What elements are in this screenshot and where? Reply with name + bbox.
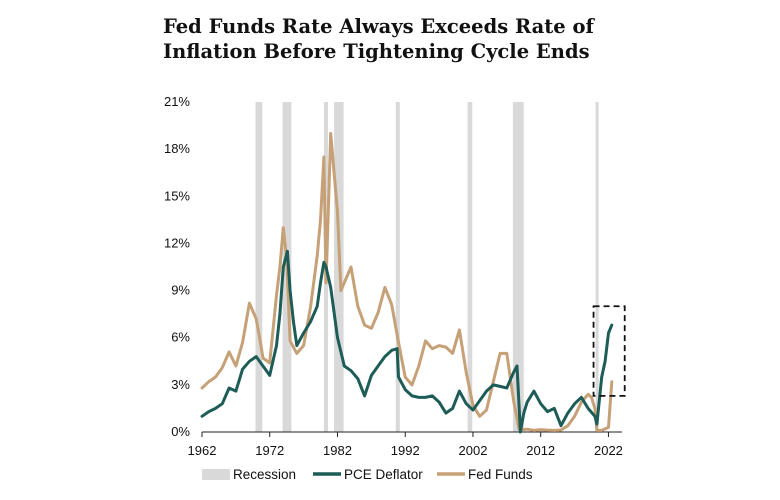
x-tick-label: 1982: [323, 443, 352, 458]
recession-band-5: [467, 102, 473, 432]
chart-title-line-1: Fed Funds Rate Always Exceeds Rate of: [163, 15, 594, 38]
y-tick-label: 15%: [164, 188, 190, 203]
legend-pce-deflator: PCE Deflator: [313, 467, 423, 482]
series-line-pce-deflator: [200, 249, 614, 434]
series-lines: [200, 131, 614, 434]
y-tick-label: 3%: [171, 377, 190, 392]
x-tick-label: 2022: [594, 443, 623, 458]
recession-band-4: [395, 102, 400, 432]
y-tick-label: 21%: [164, 94, 190, 109]
legend-recession-label: Recession: [233, 467, 296, 482]
recession-bands: [255, 102, 599, 432]
y-tick-label: 18%: [164, 141, 190, 156]
y-tick-label: 9%: [171, 283, 190, 298]
chart-title: Fed Funds Rate Always Exceeds Rate of In…: [163, 14, 633, 64]
legend-fed-funds: Fed Funds: [437, 467, 533, 482]
annotations: [592, 305, 626, 397]
y-tick-label: 0%: [171, 424, 190, 439]
x-tick-label: 1962: [188, 443, 217, 458]
legend-fed-funds-label: Fed Funds: [468, 467, 533, 482]
recession-band-0: [255, 102, 263, 432]
y-tick-label: 12%: [164, 235, 190, 250]
x-tick-label: 1992: [391, 443, 420, 458]
x-tick-label: 2002: [459, 443, 488, 458]
axes: 0% 3% 6% 9% 12% 15% 18% 21% 1962 1972 1982 1992 2002…: [164, 94, 623, 458]
chart-title-line-2: Inflation Before Tightening Cycle Ends: [163, 40, 590, 63]
y-tick-label: 6%: [171, 330, 190, 345]
recession-band-6: [512, 102, 524, 432]
x-tick-label: 1972: [255, 443, 284, 458]
legend: Recession PCE Deflator Fed Funds: [202, 467, 533, 482]
x-tick-label: 2012: [526, 443, 555, 458]
legend-pce-deflator-label: PCE Deflator: [344, 467, 423, 482]
series-line-fed-funds: [200, 131, 614, 432]
recession-band-7: [595, 102, 599, 432]
highlight-dashed-box: [592, 305, 626, 397]
legend-recession-swatch: [202, 469, 230, 480]
legend-recession: Recession: [202, 467, 296, 482]
